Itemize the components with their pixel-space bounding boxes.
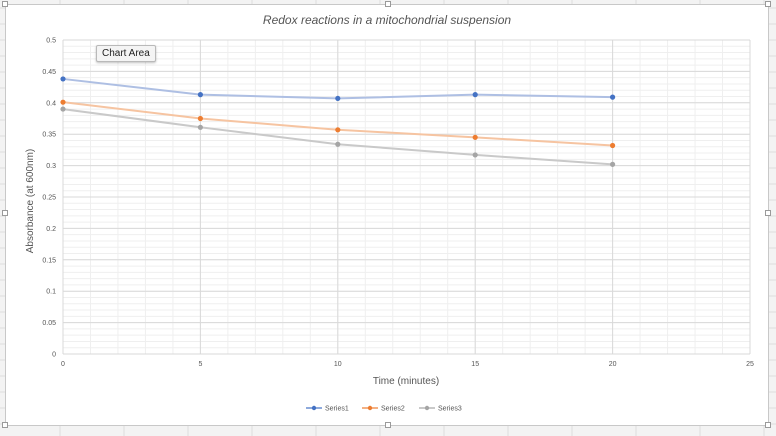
y-tick-label: 0.45 xyxy=(42,69,56,76)
y-tick-label: 0.2 xyxy=(46,226,56,233)
y-tick-label: 0.4 xyxy=(46,100,56,107)
y-tick-label: 0.05 xyxy=(42,320,56,327)
data-point-series-1[interactable] xyxy=(335,95,341,102)
series-1[interactable] xyxy=(60,76,616,102)
y-tick-label: 0 xyxy=(52,352,56,359)
x-tick-label: 15 xyxy=(471,361,479,368)
chart-svg: 0 0.05 0.1 0.15 0.2 0.25 0.3 0.35 0.4 0.45 0.5 0 5 1… xyxy=(25,13,754,413)
legend-label-1[interactable]: Series1 xyxy=(325,406,349,413)
legend-marker-3 xyxy=(424,405,430,411)
resize-handle-bottom-left[interactable] xyxy=(2,422,8,428)
data-point-series-3[interactable] xyxy=(60,106,66,112)
series-2[interactable] xyxy=(60,99,616,149)
y-tick-label: 0.1 xyxy=(46,289,56,296)
data-point-series-2[interactable] xyxy=(197,115,203,122)
chart-title[interactable]: Redox reactions in a mitochondrial suspe… xyxy=(263,13,511,27)
x-tick-label: 25 xyxy=(746,361,754,368)
y-tick-label: 0.35 xyxy=(42,132,56,139)
resize-handle-bottom[interactable] xyxy=(385,422,391,428)
y-tick-label: 0.5 xyxy=(46,38,56,45)
legend-label-2[interactable]: Series2 xyxy=(381,406,405,413)
data-point-series-2[interactable] xyxy=(335,127,341,133)
resize-handle-top[interactable] xyxy=(385,1,391,7)
resize-handle-bottom-right[interactable] xyxy=(765,422,771,428)
x-tick-label: 20 xyxy=(609,361,617,368)
resize-handle-right[interactable] xyxy=(765,210,771,216)
y-tick-label: 0.25 xyxy=(42,195,56,202)
y-axis-title[interactable]: Absorbance (at 600nm) xyxy=(25,149,36,254)
x-axis-title[interactable]: Time (minutes) xyxy=(373,376,439,387)
y-tick-label: 0.15 xyxy=(42,257,56,264)
resize-handle-top-right[interactable] xyxy=(765,1,771,7)
data-point-series-1[interactable] xyxy=(60,76,66,82)
resize-handle-left[interactable] xyxy=(2,210,8,216)
data-point-series-3[interactable] xyxy=(610,161,616,167)
legend-label-3[interactable]: Series3 xyxy=(438,406,462,413)
data-point-series-1[interactable] xyxy=(472,92,478,98)
legend-marker-1 xyxy=(311,405,317,411)
legend-marker-2 xyxy=(367,405,373,411)
data-point-series-2[interactable] xyxy=(610,142,616,149)
x-tick-label: 10 xyxy=(334,361,342,368)
chart-area-tooltip: Chart Area xyxy=(96,45,156,62)
data-point-series-3[interactable] xyxy=(472,152,478,158)
series-3[interactable] xyxy=(60,106,616,167)
data-point-series-1[interactable] xyxy=(610,94,616,100)
data-point-series-2[interactable] xyxy=(60,99,66,105)
x-axis-ticks: 0 5 10 15 20 25 xyxy=(61,361,754,368)
data-point-series-3[interactable] xyxy=(197,124,203,130)
plot-series xyxy=(60,76,616,167)
y-axis-ticks: 0 0.05 0.1 0.15 0.2 0.25 0.3 0.35 0.4 0.45 0.5 xyxy=(42,38,56,359)
major-gridlines xyxy=(62,39,751,355)
data-point-series-3[interactable] xyxy=(335,141,341,147)
x-tick-label: 0 xyxy=(61,361,65,368)
data-point-series-1[interactable] xyxy=(197,92,203,98)
chart-area[interactable]: 0 0.05 0.1 0.15 0.2 0.25 0.3 0.35 0.4 0.45 0.5 0 5 1… xyxy=(2,1,771,428)
resize-handle-top-left[interactable] xyxy=(2,1,8,7)
legend[interactable]: Series1 Series2 Series3 xyxy=(306,406,462,413)
data-point-series-2[interactable] xyxy=(472,134,478,140)
y-tick-label: 0.3 xyxy=(46,163,56,170)
x-tick-label: 5 xyxy=(198,361,202,368)
